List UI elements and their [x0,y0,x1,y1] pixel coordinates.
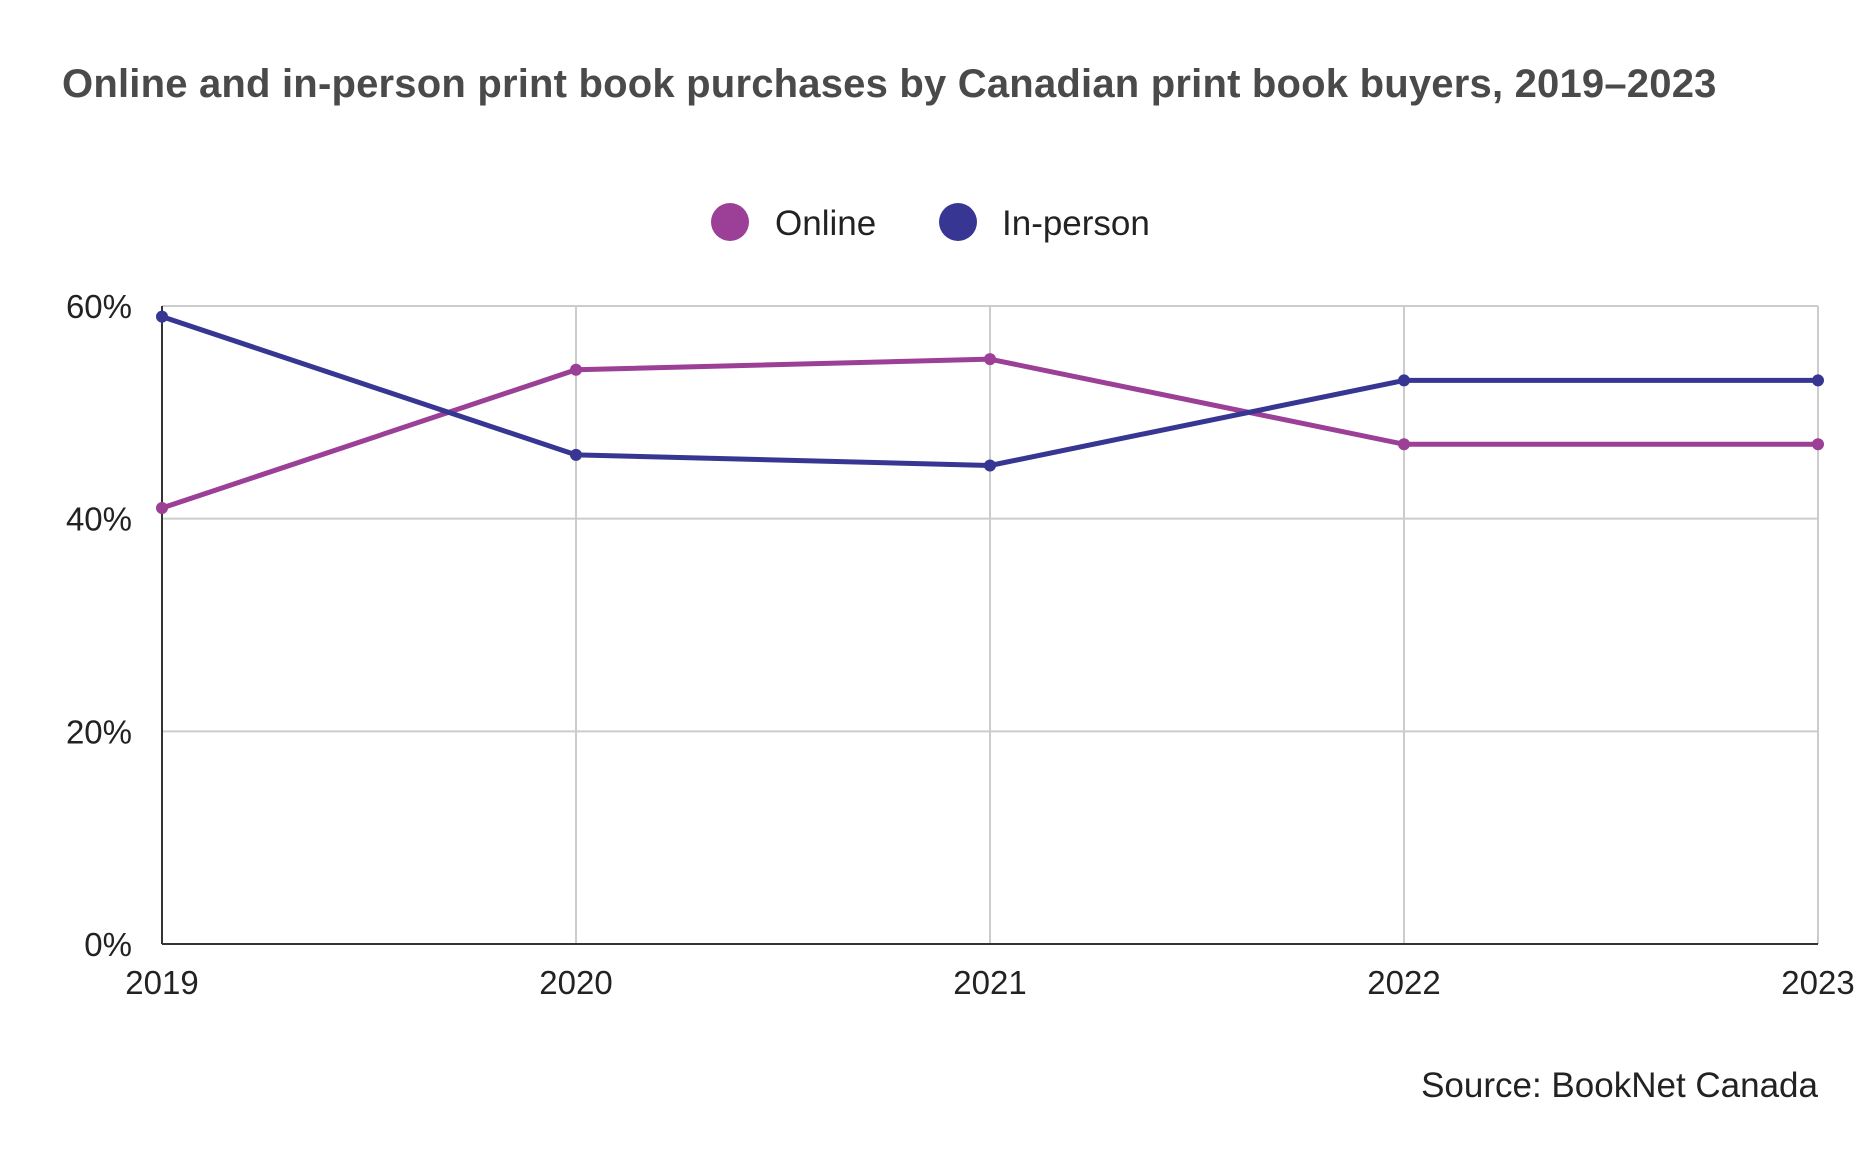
legend-label-in-person: In-person [1002,204,1150,243]
data-point-online [1398,438,1410,451]
y-tick-label: 40% [66,501,132,538]
data-point-online [1812,438,1824,451]
data-point-in-person [570,448,582,461]
axes [161,306,1818,945]
y-axis-tick-labels: 0% 20% 40% 60% [66,288,132,963]
y-tick-label: 20% [66,713,132,750]
series-points [156,310,1824,515]
legend-label-online: Online [775,204,876,243]
x-axis-tick-labels: 2019 2020 2021 2022 2023 [125,964,1854,1001]
y-tick-label: 60% [66,288,132,325]
data-point-online [156,502,168,515]
gridlines [162,305,1819,944]
x-tick-label: 2019 [125,964,198,1001]
x-tick-label: 2021 [953,964,1026,1001]
x-tick-label: 2020 [539,964,612,1001]
x-tick-label: 2023 [1781,964,1854,1001]
x-tick-label: 2022 [1367,964,1440,1001]
legend-marker-online [711,203,749,241]
legend: Online In-person [711,203,1150,243]
source-note: Source: BookNet Canada [1421,1066,1818,1105]
y-tick-label: 0% [84,926,132,963]
data-point-online [984,353,996,366]
data-point-online [570,363,582,376]
data-point-in-person [156,310,168,323]
data-point-in-person [984,459,996,472]
chart-title: Online and in-person print book purchase… [62,62,1717,106]
legend-marker-in-person [939,203,977,241]
data-point-in-person [1812,374,1824,387]
data-point-in-person [1398,374,1410,387]
